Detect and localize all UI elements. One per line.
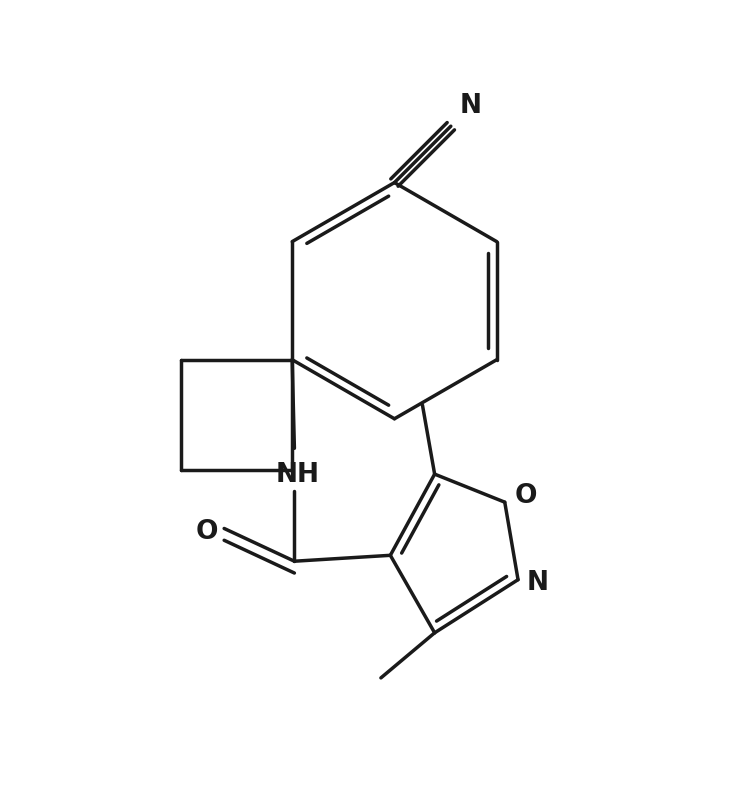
Text: N: N — [526, 570, 548, 596]
Text: NH: NH — [276, 461, 320, 487]
Text: O: O — [196, 520, 217, 545]
Text: O: O — [514, 483, 537, 509]
Text: N: N — [459, 94, 481, 120]
